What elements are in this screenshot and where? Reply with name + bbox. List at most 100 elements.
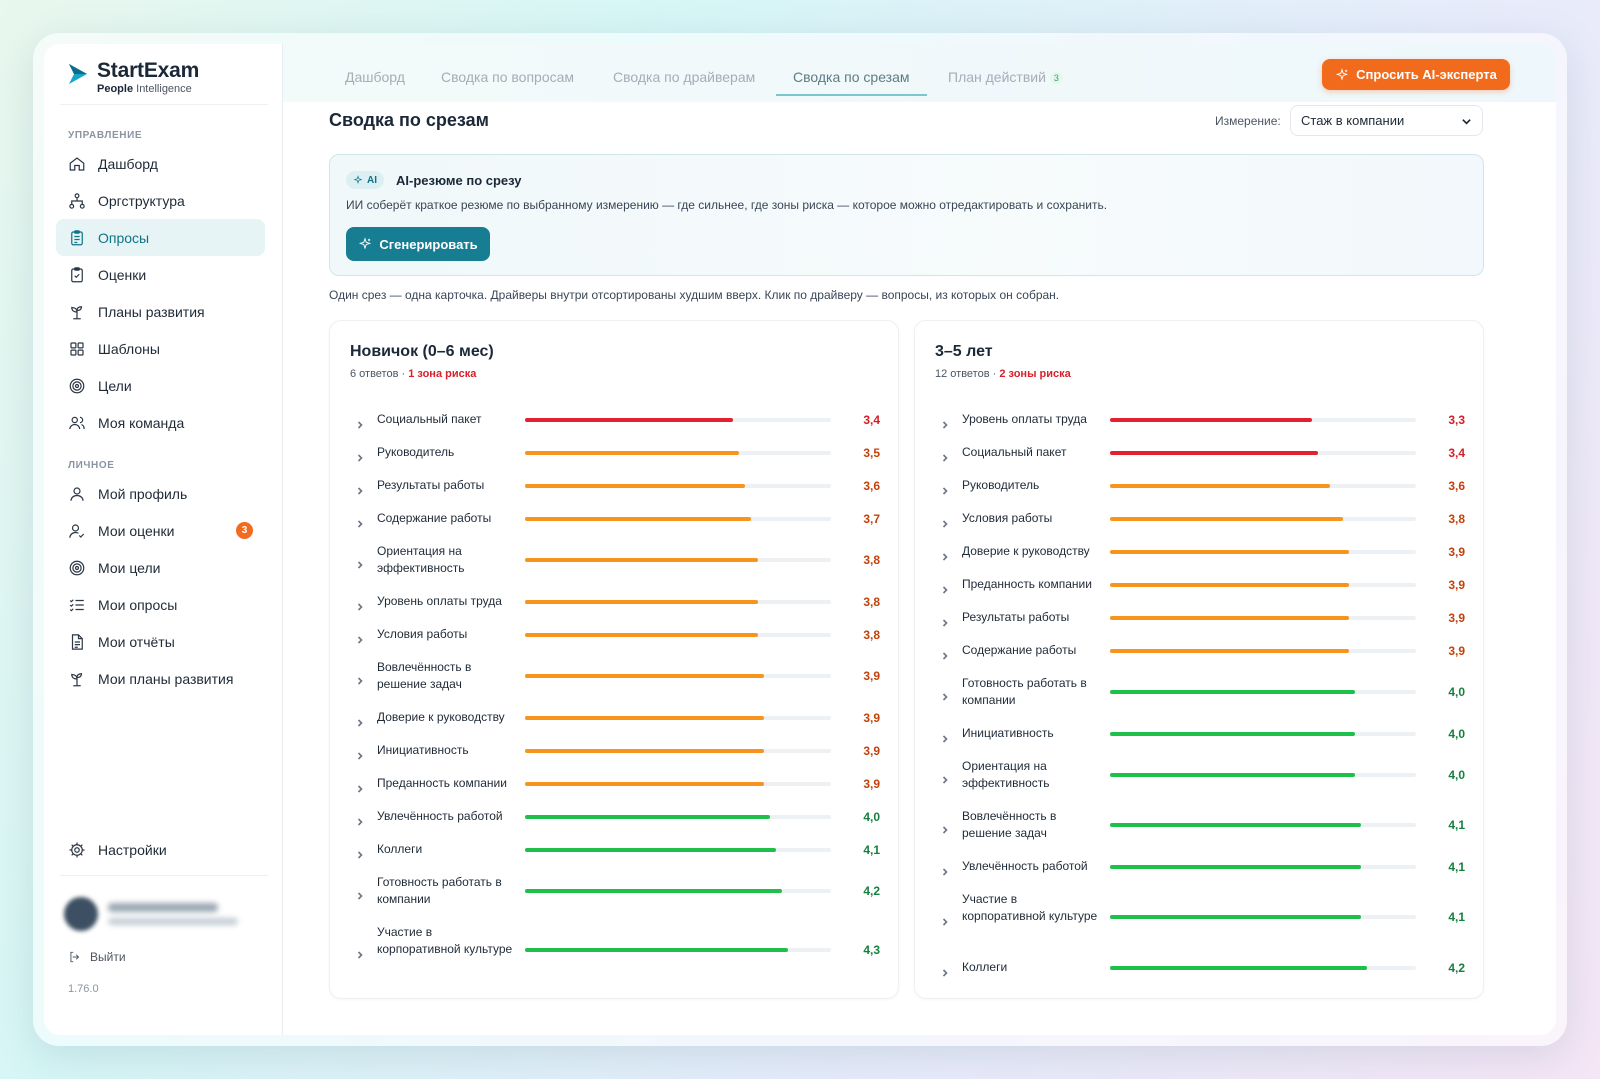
driver-row[interactable]: Условия работы 3,8 xyxy=(935,502,1465,535)
brand-sub: People Intelligence xyxy=(97,83,192,95)
sidebar-item-label: Цели xyxy=(98,377,132,394)
main-content: Дашборд Сводка по вопросам Сводка по дра… xyxy=(283,44,1556,1035)
logo[interactable]: StartExam People Intelligence xyxy=(67,60,199,95)
driver-row[interactable]: Увлечённость работой 4,1 xyxy=(935,850,1465,883)
driver-score-track xyxy=(525,516,831,521)
driver-row[interactable]: Результаты работы 3,9 xyxy=(935,601,1465,634)
clipboard-check-icon xyxy=(68,266,86,284)
driver-row[interactable]: Участие в корпоративной культуре 4,3 xyxy=(350,916,880,984)
driver-row[interactable]: Содержание работы 3,9 xyxy=(935,634,1465,667)
sidebar-item-label: Опросы xyxy=(98,229,150,246)
avatar xyxy=(64,897,98,931)
sidebar-item-org-structure[interactable]: Оргструктура xyxy=(56,182,265,219)
driver-score-bar xyxy=(525,847,776,852)
driver-score-value: 3,4 xyxy=(1448,445,1465,460)
driver-name: Инициативность xyxy=(962,725,1054,740)
driver-row[interactable]: Ориентация на эффективность 4,0 xyxy=(935,750,1465,800)
driver-score-bar xyxy=(525,558,758,562)
driver-row[interactable]: Готовность работать в компании 4,0 xyxy=(935,667,1465,717)
dimension-select[interactable]: Стаж в компании xyxy=(1290,105,1483,136)
driver-row[interactable]: Готовность работать в компании 4,2 xyxy=(350,866,880,916)
sidebar-item-clipboard-check[interactable]: Оценки xyxy=(56,256,265,293)
sidebar-item-user[interactable]: Мой профиль xyxy=(56,475,265,512)
driver-row[interactable]: Руководитель 3,6 xyxy=(935,469,1465,502)
driver-row[interactable]: Преданность компании 3,9 xyxy=(935,568,1465,601)
driver-row[interactable]: Увлечённость работой 4,0 xyxy=(350,800,880,833)
sidebar-item-sprout[interactable]: Планы развития xyxy=(56,293,265,330)
driver-row[interactable]: Социальный пакет 3,4 xyxy=(350,403,880,436)
sidebar-item-label: Мои опросы xyxy=(98,596,178,613)
driver-row[interactable]: Вовлечённость в решение задач 3,9 xyxy=(350,651,880,701)
sidebar-item-label: Оргструктура xyxy=(98,192,185,209)
driver-row[interactable]: Инициативность 3,9 xyxy=(350,734,880,767)
driver-score-track xyxy=(525,674,831,678)
sidebar-item-sprout[interactable]: Мои планы развития xyxy=(56,660,265,697)
driver-score-track xyxy=(1110,731,1416,736)
logout-button[interactable]: Выйти xyxy=(68,950,126,964)
driver-score-bar xyxy=(1110,690,1355,694)
sidebar-item-label: Мой профиль xyxy=(98,485,188,502)
sidebar-item-label: Моя команда xyxy=(98,414,185,431)
sidebar-item-label: Шаблоны xyxy=(98,340,160,357)
driver-score-track xyxy=(525,814,831,819)
team-icon xyxy=(68,414,86,432)
chevron-right-icon xyxy=(356,846,364,859)
driver-row[interactable]: Инициативность 4,0 xyxy=(935,717,1465,750)
driver-row[interactable]: Доверие к руководству 3,9 xyxy=(350,701,880,734)
driver-row[interactable]: Условия работы 3,8 xyxy=(350,618,880,651)
driver-row[interactable]: Уровень оплаты труда 3,3 xyxy=(935,403,1465,436)
driver-row[interactable]: Вовлечённость в решение задач 4,1 xyxy=(935,800,1465,850)
driver-row[interactable]: Коллеги 4,1 xyxy=(350,833,880,866)
driver-score-bar xyxy=(1110,615,1349,620)
driver-score-value: 3,9 xyxy=(1448,610,1465,625)
driver-score-track xyxy=(1110,483,1416,488)
generate-button[interactable]: Сгенерировать xyxy=(346,227,490,261)
ask-ai-expert-button[interactable]: Спросить AI-эксперта xyxy=(1322,59,1510,90)
driver-name: Участие в корпоративной культуре xyxy=(377,924,513,957)
driver-row[interactable]: Содержание работы 3,7 xyxy=(350,502,880,535)
sidebar-item-settings[interactable]: Настройки xyxy=(56,831,265,868)
sidebar-item-home[interactable]: Дашборд xyxy=(56,145,265,182)
driver-row[interactable]: Социальный пакет 3,4 xyxy=(935,436,1465,469)
driver-name: Увлечённость работой xyxy=(377,808,503,823)
driver-row[interactable]: Преданность компании 3,9 xyxy=(350,767,880,800)
tab-questions-summary[interactable]: Сводка по вопросам xyxy=(441,69,575,85)
chevron-right-icon xyxy=(941,449,949,462)
driver-row[interactable]: Уровень оплаты труда 3,8 xyxy=(350,585,880,618)
driver-score-value: 3,9 xyxy=(1448,577,1465,592)
driver-score-value: 3,9 xyxy=(863,669,880,683)
target-icon xyxy=(68,377,86,395)
sidebar-item-target[interactable]: Мои цели xyxy=(56,549,265,586)
driver-row[interactable]: Коллеги 4,2 xyxy=(935,951,1465,984)
sidebar-item-target[interactable]: Цели xyxy=(56,367,265,404)
tab-dashboard[interactable]: Дашборд xyxy=(345,69,405,85)
sparkle-icon xyxy=(359,237,372,250)
driver-score-bar xyxy=(1110,731,1355,736)
driver-row[interactable]: Ориентация на эффективность 3,8 xyxy=(350,535,880,585)
driver-row[interactable]: Руководитель 3,5 xyxy=(350,436,880,469)
notification-badge: 3 xyxy=(236,522,253,539)
sidebar-item-checklist[interactable]: Мои опросы xyxy=(56,586,265,623)
sidebar-item-clipboard[interactable]: Опросы xyxy=(56,219,265,256)
driver-score-track xyxy=(1110,582,1416,587)
slice-meta: 6 ответов · 1 зона риска xyxy=(350,368,477,380)
user-card[interactable] xyxy=(64,897,238,931)
driver-row[interactable]: Доверие к руководству 3,9 xyxy=(935,535,1465,568)
sidebar-item-label: Мои цели xyxy=(98,559,161,576)
sidebar-item-grid[interactable]: Шаблоны xyxy=(56,330,265,367)
driver-score-value: 3,9 xyxy=(863,710,880,725)
driver-score-bar xyxy=(1110,864,1361,869)
tab-slices-summary[interactable]: Сводка по срезам xyxy=(793,69,910,85)
tab-drivers-summary[interactable]: Сводка по драйверам xyxy=(613,69,756,85)
sidebar-item-team[interactable]: Моя команда xyxy=(56,404,265,441)
driver-score-value: 4,1 xyxy=(1448,859,1465,874)
logo-mark-icon xyxy=(69,64,87,84)
sidebar-item-report[interactable]: Мои отчёты xyxy=(56,623,265,660)
driver-row[interactable]: Участие в корпоративной культуре 4,1 xyxy=(935,883,1465,951)
driver-row[interactable]: Результаты работы 3,6 xyxy=(350,469,880,502)
tab-action-plan[interactable]: План действий 3 xyxy=(948,69,1063,85)
sidebar-item-user-check[interactable]: Мои оценки 3 xyxy=(56,512,265,549)
chevron-right-icon xyxy=(941,482,949,495)
chevron-right-icon xyxy=(941,688,949,701)
sidebar-item-label: Оценки xyxy=(98,266,147,283)
